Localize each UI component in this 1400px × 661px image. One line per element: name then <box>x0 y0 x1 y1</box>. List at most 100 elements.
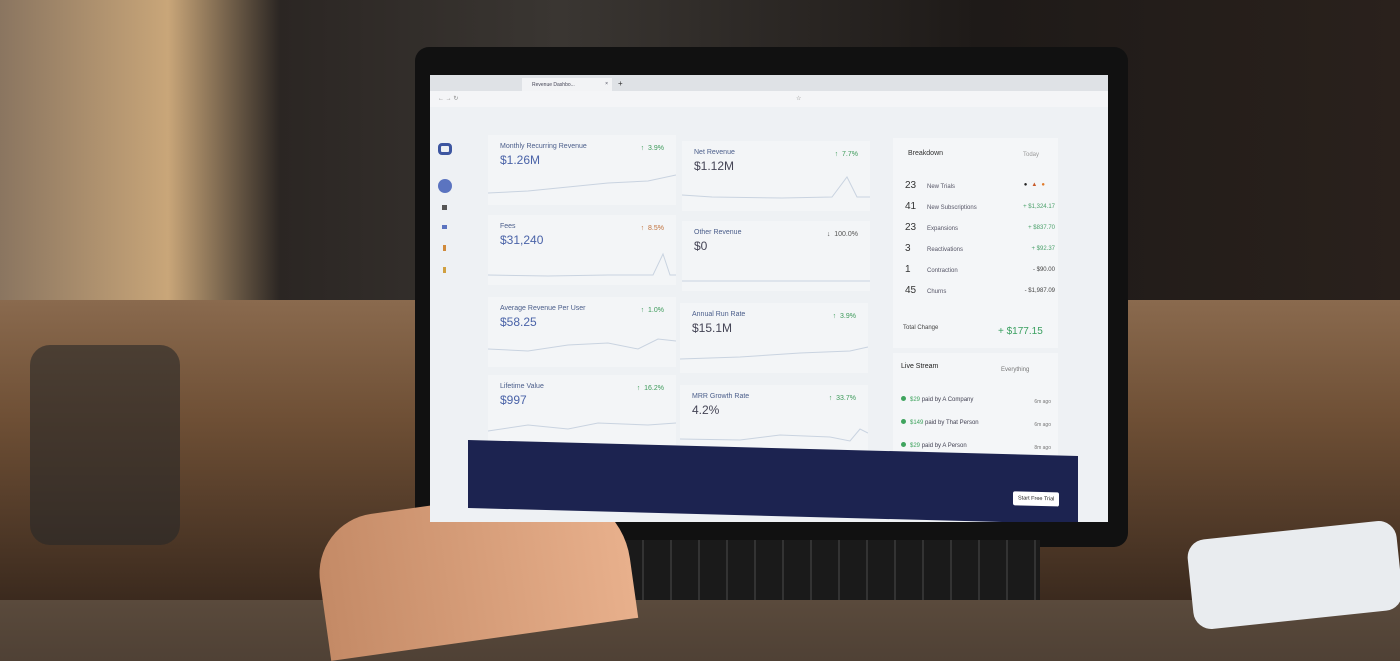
sparkline <box>488 338 676 352</box>
arrow-up-icon: ↑ <box>640 145 645 152</box>
metric-change-value: 3.9% <box>648 145 664 152</box>
metric-title: MRR Growth Rate <box>692 393 750 400</box>
close-tab-icon[interactable]: × <box>605 81 608 87</box>
arrow-up-icon: ↑ <box>832 313 837 320</box>
metric-title: Lifetime Value <box>500 383 544 390</box>
sidebar-icon[interactable] <box>442 205 447 210</box>
metric-value: $1.12M <box>694 159 735 173</box>
breakdown-count: 3 <box>905 243 911 254</box>
breakdown-row: 3 Reactivations + $92.37 <box>905 243 1055 257</box>
glass-jar <box>30 345 180 545</box>
payment-time: 6m ago <box>1034 399 1051 405</box>
metric-change-value: 33.7% <box>836 395 856 402</box>
bookmark-star-icon[interactable]: ☆ <box>796 96 802 102</box>
breakdown-amount: - $1,987.09 <box>1024 288 1055 294</box>
metric-change-value: 1.0% <box>648 307 664 314</box>
breakdown-amount: + $92.37 <box>1031 246 1055 252</box>
payment-time: 6m ago <box>1034 422 1051 428</box>
arrow-up-icon: ↑ <box>828 395 833 402</box>
metric-card[interactable]: MRR Growth Rate 4.2% ↑ 33.7% <box>680 385 868 455</box>
sparkline <box>682 176 870 199</box>
metric-value: $31,240 <box>500 233 544 247</box>
arrow-down-icon: ↓ <box>826 231 831 238</box>
breakdown-count: 23 <box>905 180 917 191</box>
breakdown-filter[interactable]: Today <box>1023 152 1040 158</box>
sidebar-icon[interactable] <box>443 267 446 273</box>
breakdown-row: 23 New Trials ●▲● <box>905 180 1055 194</box>
total-change-label: Total Change <box>903 325 939 331</box>
sparkline <box>680 346 868 360</box>
start-free-trial-button[interactable]: Start Free Trial <box>1013 491 1060 507</box>
metric-change: ↑ 3.9% <box>833 313 856 320</box>
breakdown-label: Expansions <box>927 226 959 232</box>
status-dot <box>901 396 906 401</box>
live-stream-item[interactable]: $149 paid by That Person 6m ago <box>901 419 1051 428</box>
metric-change-value: 100.0% <box>834 231 858 238</box>
metric-value: $0 <box>694 239 708 253</box>
live-stream-title: Live Stream <box>901 363 939 370</box>
breakdown-count: 41 <box>905 201 917 212</box>
metric-value: 4.2% <box>692 403 720 417</box>
reload-icon[interactable]: ↻ <box>453 96 459 102</box>
metric-change-value: 8.5% <box>648 225 664 232</box>
arrow-up-icon: ↑ <box>834 151 839 158</box>
breakdown-label: New Trials <box>927 184 956 190</box>
breakdown-label: Reactivations <box>927 247 964 253</box>
live-stream-filter[interactable]: Everything <box>1001 367 1030 373</box>
breakdown-label: Churns <box>927 289 947 295</box>
metric-value: $58.25 <box>500 315 537 329</box>
metric-value: $997 <box>500 393 527 407</box>
address-bar[interactable]: ← → ↻ ☆ <box>430 91 1108 107</box>
breakdown-count: 1 <box>905 264 911 275</box>
arrow-up-icon: ↑ <box>640 307 645 314</box>
breakdown-amount: + $1,324.17 <box>1023 204 1055 210</box>
metric-value: $15.1M <box>692 321 733 335</box>
metric-change-value: 16.2% <box>644 385 664 392</box>
breakdown-row: 41 New Subscriptions + $1,324.17 <box>905 201 1055 215</box>
status-dot <box>901 442 906 447</box>
forward-icon[interactable]: → <box>445 96 452 102</box>
sidebar-icon[interactable] <box>443 245 446 251</box>
sidebar-home-icon[interactable] <box>438 179 452 193</box>
breakdown-title: Breakdown <box>908 150 944 157</box>
payment-text: paid by A Person <box>921 443 967 449</box>
metric-card[interactable]: Lifetime Value $997 ↑ 16.2% <box>488 375 676 445</box>
metric-title: Annual Run Rate <box>692 311 746 318</box>
sparkline <box>488 422 676 432</box>
metric-change: ↓ 100.0% <box>827 231 858 238</box>
new-tab-button[interactable]: + <box>618 79 623 88</box>
metric-change: ↑ 8.5% <box>641 225 664 232</box>
payment-text: paid by That Person <box>925 420 979 426</box>
sidebar-icon[interactable] <box>442 225 447 229</box>
live-stream-item[interactable]: $29 paid by A Company 6m ago <box>901 396 1051 405</box>
metric-card[interactable]: Annual Run Rate $15.1M ↑ 3.9% <box>680 303 868 373</box>
breakdown-count: 23 <box>905 222 917 233</box>
metric-change: ↑ 7.7% <box>835 151 858 158</box>
metric-card[interactable]: Other Revenue $0 ↓ 100.0% <box>682 221 870 291</box>
breakdown-amount: + $837.70 <box>1028 225 1055 231</box>
breakdown-count: 45 <box>905 285 917 296</box>
breakdown-row: 23 Expansions + $837.70 <box>905 222 1055 236</box>
browser-tab[interactable]: Revenue Dashbo... × <box>522 78 612 91</box>
metric-card[interactable]: Net Revenue $1.12M ↑ 7.7% <box>682 141 870 211</box>
sparkline <box>488 174 676 194</box>
back-icon[interactable]: ← <box>438 96 444 102</box>
payment-time: 8m ago <box>1034 445 1051 451</box>
sparkline <box>680 428 868 442</box>
payment-amount: $29 <box>910 443 921 449</box>
tab-title: Revenue Dashbo... <box>532 82 575 88</box>
breakdown-label: New Subscriptions <box>927 205 977 211</box>
breakdown-panel: Breakdown Today 23 New Trials ●▲● 41 New Sub… <box>893 138 1058 348</box>
metric-change-value: 3.9% <box>840 313 856 320</box>
breakdown-row: 45 Churns - $1,987.09 <box>905 285 1055 299</box>
metric-change: ↑ 3.9% <box>641 145 664 152</box>
live-stream-item[interactable]: $29 paid by A Person 8m ago <box>901 442 1051 451</box>
metric-change-value: 7.7% <box>842 151 858 158</box>
breakdown-amount: - $90.00 <box>1032 267 1055 273</box>
metric-card[interactable]: Monthly Recurring Revenue $1.26M ↑ 3.9% <box>488 135 676 205</box>
metric-title: Net Revenue <box>694 149 735 156</box>
metric-card[interactable]: Fees $31,240 ↑ 8.5% <box>488 215 676 285</box>
metric-change: ↑ 1.0% <box>641 307 664 314</box>
metric-title: Other Revenue <box>694 229 742 236</box>
metric-card[interactable]: Average Revenue Per User $58.25 ↑ 1.0% <box>488 297 676 367</box>
